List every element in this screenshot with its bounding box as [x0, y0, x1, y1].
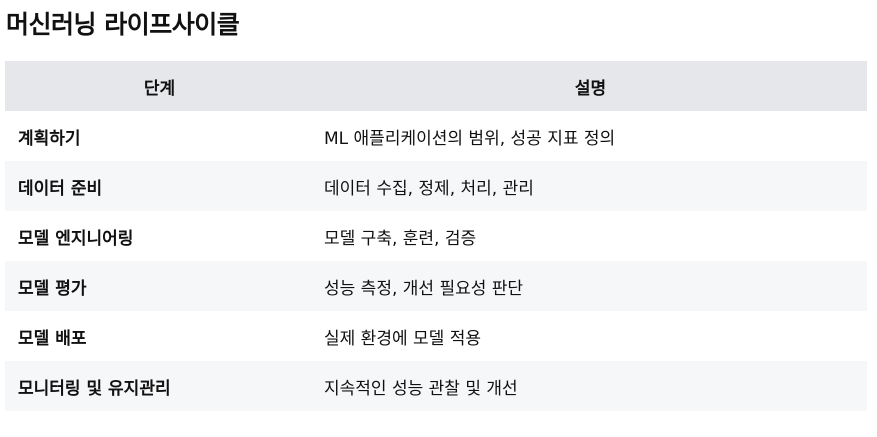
step-cell: 모델 평가	[5, 261, 314, 311]
lifecycle-table: 단계 설명 계획하기 ML 애플리케이션의 범위, 성공 지표 정의 데이터 준…	[5, 61, 867, 411]
step-cell: 모델 엔지니어링	[5, 211, 314, 261]
step-cell: 모델 배포	[5, 311, 314, 361]
description-cell: 성능 측정, 개선 필요성 판단	[314, 261, 867, 311]
description-cell: 모델 구축, 훈련, 검증	[314, 211, 867, 261]
table-row: 데이터 준비 데이터 수집, 정제, 처리, 관리	[5, 161, 867, 211]
column-header-step: 단계	[5, 61, 314, 111]
table-row: 모델 평가 성능 측정, 개선 필요성 판단	[5, 261, 867, 311]
description-cell: 실제 환경에 모델 적용	[314, 311, 867, 361]
table-header: 단계 설명	[5, 61, 867, 111]
description-cell: 데이터 수집, 정제, 처리, 관리	[314, 161, 867, 211]
table-body: 계획하기 ML 애플리케이션의 범위, 성공 지표 정의 데이터 준비 데이터 …	[5, 111, 867, 411]
table-row: 모니터링 및 유지관리 지속적인 성능 관찰 및 개선	[5, 361, 867, 411]
table-row: 모델 엔지니어링 모델 구축, 훈련, 검증	[5, 211, 867, 261]
step-cell: 데이터 준비	[5, 161, 314, 211]
table-row: 계획하기 ML 애플리케이션의 범위, 성공 지표 정의	[5, 111, 867, 161]
table-header-row: 단계 설명	[5, 61, 867, 111]
description-cell: ML 애플리케이션의 범위, 성공 지표 정의	[314, 111, 867, 161]
step-cell: 계획하기	[5, 111, 314, 161]
table-row: 모델 배포 실제 환경에 모델 적용	[5, 311, 867, 361]
page-title: 머신러닝 라이프사이클	[6, 10, 240, 39]
column-header-description: 설명	[314, 61, 867, 111]
description-cell: 지속적인 성능 관찰 및 개선	[314, 361, 867, 411]
step-cell: 모니터링 및 유지관리	[5, 361, 314, 411]
